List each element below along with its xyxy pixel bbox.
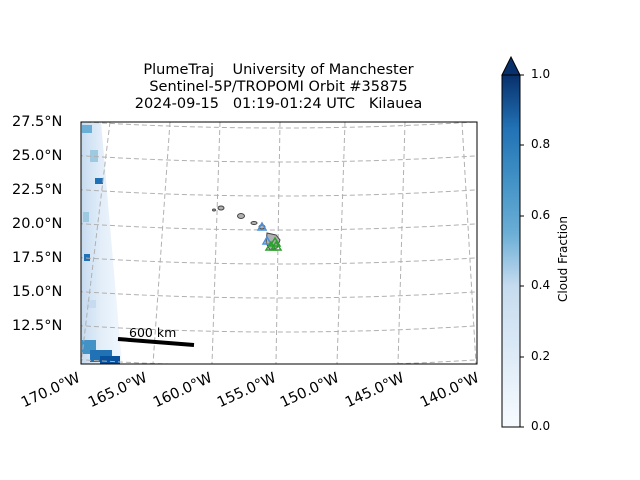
colorbar: [501, 74, 521, 428]
scale-bar-label: 600 km: [129, 325, 177, 340]
colorbar-ticks: [520, 74, 524, 428]
lat-label: 12.5°N: [12, 318, 63, 334]
title-line-1: PlumeTraj University of Manchester: [143, 62, 414, 78]
colorbar-tick-label: 0.0: [531, 419, 551, 433]
colorbar-label: Cloud Fraction: [556, 216, 570, 302]
lat-label: 25.0°N: [12, 148, 63, 164]
cloud-patches: [82, 125, 120, 364]
lat-label: 15.0°N: [12, 284, 63, 300]
title-line-3: 2024-09-15 01:19-01:24 UTC Kilauea: [134, 96, 423, 112]
lat-label: 27.5°N: [12, 114, 63, 130]
lat-label: 20.0°N: [12, 216, 63, 232]
lat-label: 17.5°N: [12, 250, 63, 266]
colorbar-extend-arrow: [501, 55, 521, 76]
colorbar-tick-label: 0.4: [531, 278, 551, 292]
scale-bar: [117, 337, 195, 347]
volcano-markers: [256, 221, 283, 251]
lat-label: 22.5°N: [12, 182, 63, 198]
colorbar-tick-label: 0.6: [531, 208, 551, 222]
title-line-2: Sentinel-5P/TROPOMI Orbit #35875: [149, 79, 408, 95]
gridlines: [81, 122, 477, 364]
colorbar-tick-label: 1.0: [531, 67, 551, 81]
colorbar-tick-label: 0.2: [531, 349, 551, 363]
map-border: [80, 121, 478, 365]
colorbar-tick-label: 0.8: [531, 137, 551, 151]
